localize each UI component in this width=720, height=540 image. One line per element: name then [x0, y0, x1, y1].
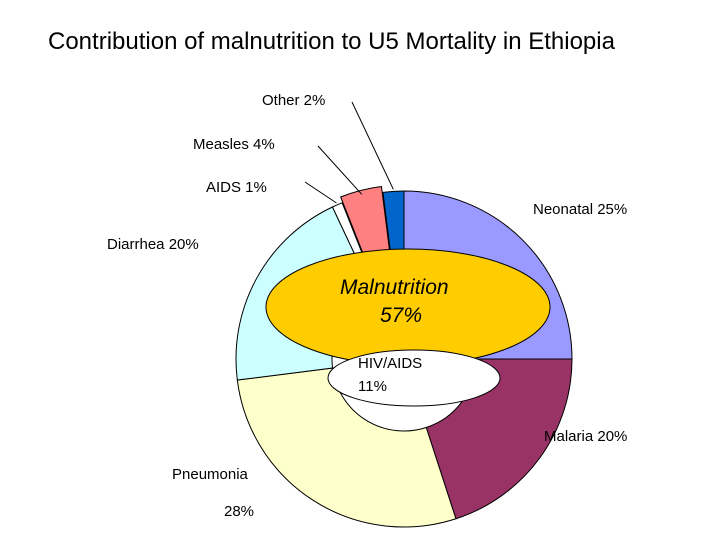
leader-line-measles — [317, 145, 363, 195]
hiv-label: HIV/AIDS — [358, 355, 423, 372]
label-measles: Measles 4% — [193, 136, 275, 153]
label-diarrhea: Diarrhea 20% — [107, 236, 199, 253]
leader-line-other — [351, 101, 394, 190]
slice-pneumonia — [236, 367, 457, 528]
hiv-aids-ellipse — [327, 349, 501, 407]
label-malaria: Malaria 20% — [544, 428, 628, 445]
chart-title: Contribution of malnutrition to U5 Morta… — [48, 28, 615, 55]
label-pneumonia-pct: 28% — [224, 503, 255, 520]
leader-line-aids — [304, 181, 337, 204]
malnutrition-value: 57% — [380, 304, 423, 327]
hiv-value: 11% — [358, 378, 387, 395]
label-neonatal: Neonatal 25% — [533, 201, 628, 218]
label-aids: AIDS 1% — [206, 179, 267, 196]
label-pneumonia: Pneumonia — [172, 466, 248, 483]
malnutrition-label: Malnutrition — [340, 276, 449, 299]
label-other: Other 2% — [262, 92, 326, 109]
